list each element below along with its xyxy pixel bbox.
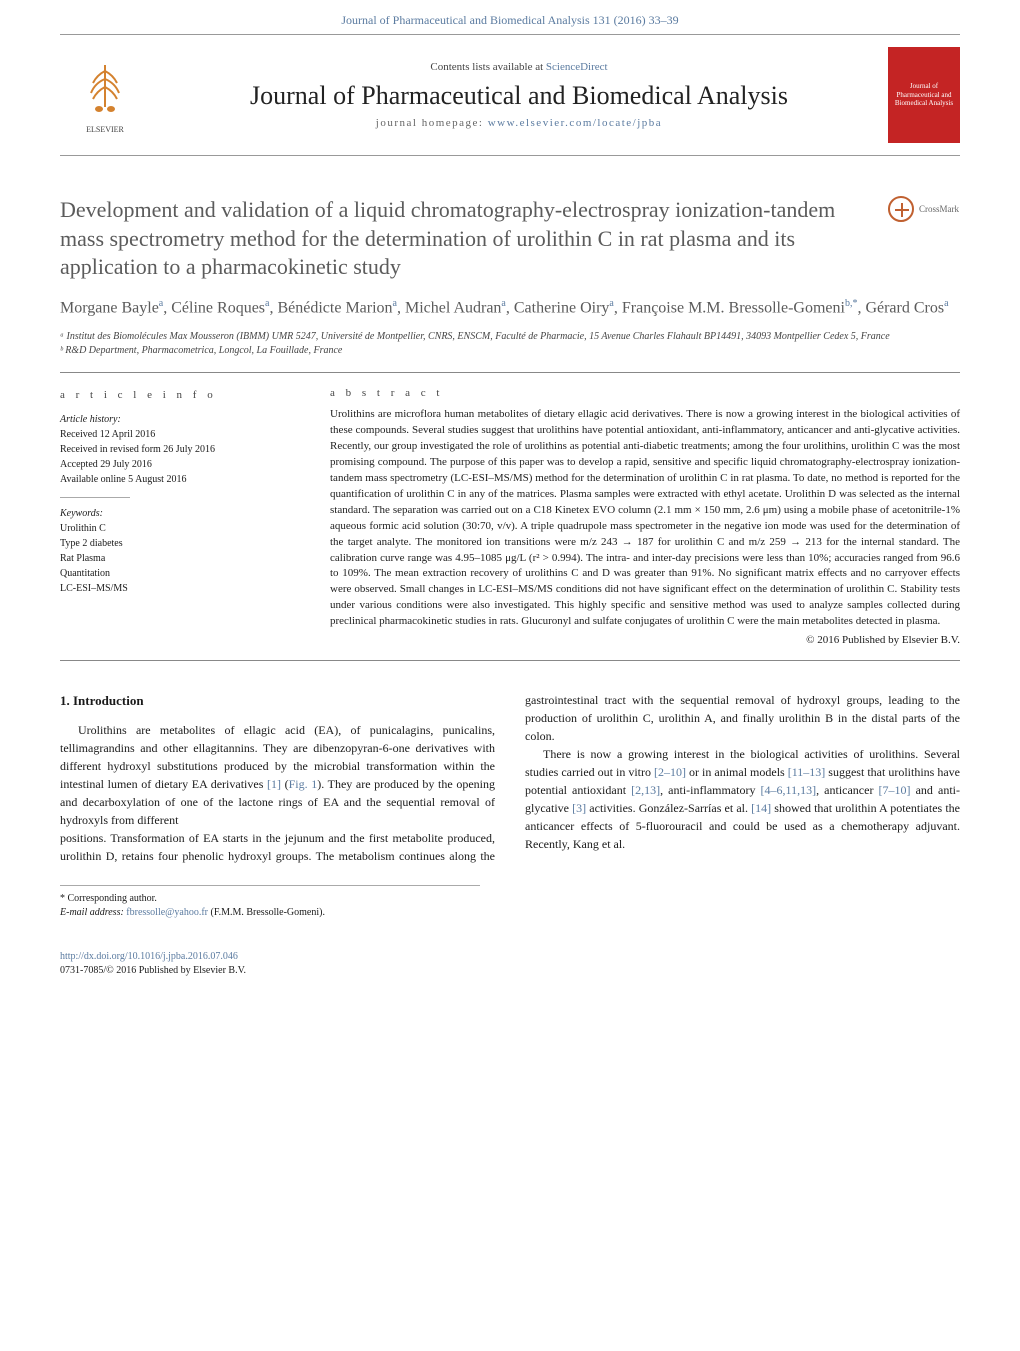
body-para: There is now a growing interest in the b… bbox=[525, 745, 960, 853]
abstract-column: a b s t r a c t Urolithins are microflor… bbox=[330, 387, 960, 646]
keyword-item: Rat Plasma bbox=[60, 551, 290, 566]
email-suffix: (F.M.M. Bressolle-Gomeni). bbox=[208, 907, 325, 918]
keyword-item: Quantitation bbox=[60, 566, 290, 581]
top-citation-banner: Journal of Pharmaceutical and Biomedical… bbox=[0, 0, 1020, 34]
homepage-link[interactable]: www.elsevier.com/locate/jpba bbox=[488, 117, 662, 129]
homepage-prefix: journal homepage: bbox=[376, 117, 488, 129]
keyword-item: Urolithin C bbox=[60, 521, 290, 536]
elsevier-tree-icon bbox=[75, 57, 135, 125]
article-info-column: a r t i c l e i n f o Article history: R… bbox=[60, 387, 290, 646]
email-label: E-mail address: bbox=[60, 907, 126, 918]
article-body: 1. Introduction Urolithins are metabolit… bbox=[60, 691, 960, 865]
history-item: Available online 5 August 2016 bbox=[60, 472, 290, 487]
crossmark-icon bbox=[888, 196, 914, 222]
divider bbox=[60, 660, 960, 661]
contents-prefix: Contents lists available at bbox=[430, 61, 545, 73]
abstract-label: a b s t r a c t bbox=[330, 387, 960, 399]
article-title: Development and validation of a liquid c… bbox=[60, 196, 878, 282]
article-info-label: a r t i c l e i n f o bbox=[60, 387, 290, 404]
affiliations: ᵃ Institut des Biomolécules Max Moussero… bbox=[60, 330, 960, 358]
elsevier-label: ELSEVIER bbox=[86, 125, 124, 134]
corresponding-footer: * Corresponding author. E-mail address: … bbox=[60, 885, 480, 920]
divider bbox=[60, 372, 960, 373]
top-citation-link[interactable]: Journal of Pharmaceutical and Biomedical… bbox=[341, 13, 678, 27]
history-heading: Article history: bbox=[60, 412, 290, 427]
header-center: Contents lists available at ScienceDirec… bbox=[150, 61, 888, 129]
journal-title: Journal of Pharmaceutical and Biomedical… bbox=[150, 81, 888, 111]
issn-line: 0731-7085/© 2016 Published by Elsevier B… bbox=[60, 965, 246, 976]
email-link[interactable]: fbressolle@yahoo.fr bbox=[126, 907, 208, 918]
keywords-heading: Keywords: bbox=[60, 506, 290, 521]
body-para: Urolithins are metabolites of ellagic ac… bbox=[60, 721, 495, 829]
abstract-copyright: © 2016 Published by Elsevier B.V. bbox=[330, 634, 960, 646]
journal-cover-thumbnail: Journal of Pharmaceutical and Biomedical… bbox=[888, 47, 960, 143]
history-item: Received in revised form 26 July 2016 bbox=[60, 442, 290, 457]
keyword-item: Type 2 diabetes bbox=[60, 536, 290, 551]
abstract-text: Urolithins are microflora human metaboli… bbox=[330, 407, 960, 630]
sciencedirect-link[interactable]: ScienceDirect bbox=[546, 61, 608, 73]
doi-block: http://dx.doi.org/10.1016/j.jpba.2016.07… bbox=[60, 950, 960, 978]
history-item: Received 12 April 2016 bbox=[60, 427, 290, 442]
crossmark-badge[interactable]: CrossMark bbox=[888, 196, 960, 222]
keyword-item: LC-ESI–MS/MS bbox=[60, 581, 290, 596]
intro-heading: 1. Introduction bbox=[60, 691, 495, 711]
journal-header: ELSEVIER Contents lists available at Sci… bbox=[60, 34, 960, 156]
doi-link[interactable]: http://dx.doi.org/10.1016/j.jpba.2016.07… bbox=[60, 951, 238, 962]
elsevier-logo: ELSEVIER bbox=[60, 45, 150, 145]
history-item: Accepted 29 July 2016 bbox=[60, 457, 290, 472]
corresponding-label: * Corresponding author. bbox=[60, 892, 480, 906]
authors-list: Morgane Baylea, Céline Roquesa, Bénédict… bbox=[60, 296, 960, 320]
crossmark-label: CrossMark bbox=[919, 204, 959, 214]
